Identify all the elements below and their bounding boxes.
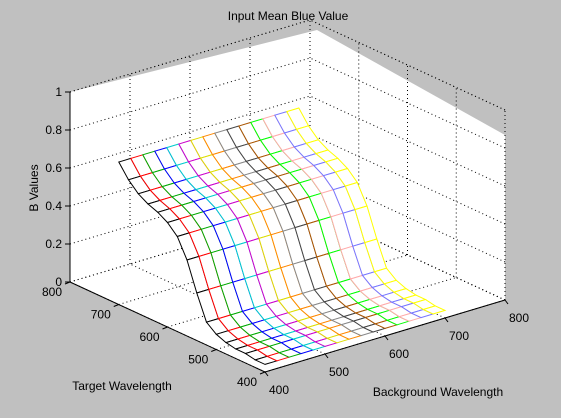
surface-cell [421, 305, 447, 315]
x-tick [384, 335, 389, 341]
top-back-edge [69, 19, 311, 93]
surface-mesh [118, 107, 447, 365]
chart-title: Input Mean Blue Value [228, 9, 349, 23]
x-tick [264, 371, 269, 377]
y-axis-label: Target Wavelength [72, 379, 172, 393]
x-axis-label: Background Wavelength [373, 385, 503, 399]
y-tick-label: 800 [42, 285, 62, 299]
y-tick-label: 500 [188, 353, 208, 367]
z-tick-label: 0.2 [45, 237, 62, 251]
tick-marks [64, 91, 509, 377]
grid-line-back-z [69, 57, 311, 131]
x-tick [504, 299, 509, 305]
grid-line-back-z [69, 95, 311, 169]
x-tick [444, 317, 449, 323]
y-tick [259, 371, 266, 375]
y-tick-label: 700 [91, 308, 111, 322]
x-tick-label: 400 [269, 383, 289, 397]
y-tick [211, 349, 217, 352]
x-tick-label: 600 [389, 347, 409, 361]
x-tick [324, 353, 329, 359]
z-tick-label: 0 [55, 275, 62, 289]
y-tick-label: 600 [139, 330, 159, 344]
z-tick-label: 0.4 [45, 199, 62, 213]
y-tick [113, 304, 119, 307]
y-tick [162, 326, 168, 330]
z-tick-label: 0.6 [45, 161, 62, 175]
x-tick-label: 500 [329, 365, 349, 379]
z-tick-label: 1 [55, 85, 62, 99]
z-axis-label: B Values [27, 164, 41, 211]
z-tick-label: 0.8 [45, 123, 62, 137]
x-tick-label: 700 [449, 329, 469, 343]
x-tick-label: 800 [509, 311, 529, 325]
grid-line-floor-y [216, 277, 457, 350]
tick-labels: 40050060070080040050060070080000.20.40.6… [42, 85, 529, 397]
y-tick-label: 400 [237, 375, 257, 389]
